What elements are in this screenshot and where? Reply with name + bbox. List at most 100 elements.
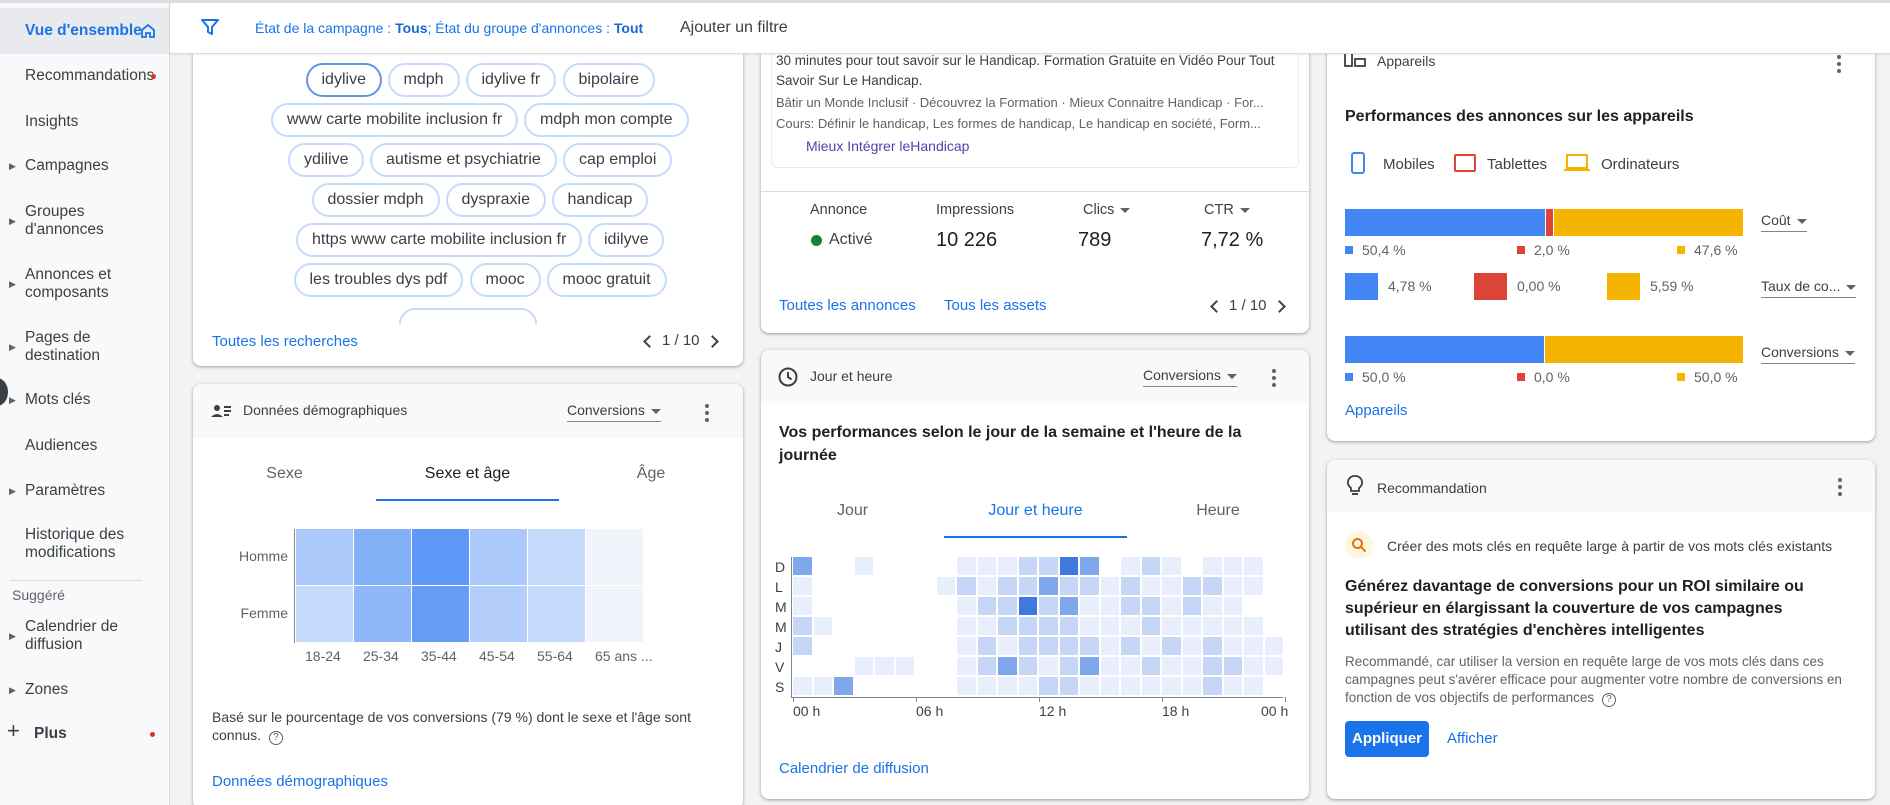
search-term-chip[interactable]: les troubles dys pdf <box>293 263 464 297</box>
heatmap-cell[interactable] <box>1244 557 1263 575</box>
heatmap-cell[interactable] <box>977 617 996 635</box>
heatmap-cell[interactable] <box>1223 677 1242 695</box>
heatmap-cell[interactable] <box>1059 557 1078 575</box>
heatmap-cell[interactable] <box>793 557 812 575</box>
search-term-chip[interactable]: idylive <box>305 63 382 97</box>
heatmap-cell[interactable] <box>1100 677 1119 695</box>
heatmap-cell[interactable] <box>1223 637 1242 655</box>
heatmap-cell[interactable] <box>1080 677 1099 695</box>
rate-bar[interactable] <box>1607 273 1640 300</box>
heatmap-cell[interactable] <box>813 677 832 695</box>
heatmap-cell[interactable] <box>1141 577 1160 595</box>
heatmap-cell[interactable] <box>936 577 955 595</box>
add-filter-button[interactable]: Ajouter un filtre <box>680 19 788 36</box>
sidebar-item-schedule[interactable]: ▶ Calendrier de diffusion <box>0 615 169 657</box>
heatmap-cell[interactable] <box>977 637 996 655</box>
heatmap-cell[interactable] <box>412 586 469 642</box>
sidebar-item-zones[interactable]: ▶ Zones <box>0 672 169 708</box>
heatmap-cell[interactable] <box>895 657 914 675</box>
more-options-icon[interactable] <box>1837 55 1841 76</box>
search-term-chip[interactable]: autisme et psychiatrie <box>370 143 557 177</box>
col-header-clicks[interactable]: Clics <box>1083 201 1131 219</box>
heatmap-cell[interactable] <box>998 677 1017 695</box>
sidebar-item-recommendations[interactable]: Recommandations <box>0 58 169 94</box>
heatmap-cell[interactable] <box>1018 637 1037 655</box>
heatmap-cell[interactable] <box>412 529 469 585</box>
heatmap-cell[interactable] <box>1039 577 1058 595</box>
bar-segment[interactable] <box>1345 336 1545 363</box>
demographics-link[interactable]: Données démographiques <box>212 773 388 790</box>
search-term-chip[interactable]: bipolaire <box>562 63 655 97</box>
search-term-chip[interactable]: ydilive <box>288 143 365 177</box>
heatmap-cell[interactable] <box>957 597 976 615</box>
heatmap-cell[interactable] <box>1121 597 1140 615</box>
heatmap-cell[interactable] <box>977 577 996 595</box>
rate-metric-dropdown[interactable]: Taux de co... <box>1761 278 1857 298</box>
heatmap-cell[interactable] <box>296 529 353 585</box>
heatmap-cell[interactable] <box>1141 597 1160 615</box>
heatmap-cell[interactable] <box>957 637 976 655</box>
heatmap-cell[interactable] <box>1244 637 1263 655</box>
tab-hour[interactable]: Heure <box>1196 502 1240 519</box>
sidebar-item-overview[interactable]: Vue d'ensemble <box>0 8 169 54</box>
heatmap-cell[interactable] <box>1080 617 1099 635</box>
heatmap-cell[interactable] <box>1162 577 1181 595</box>
prev-page-icon[interactable] <box>1210 299 1223 313</box>
heatmap-cell[interactable] <box>793 677 812 695</box>
side-handle[interactable] <box>0 378 8 406</box>
heatmap-cell[interactable] <box>1018 677 1037 695</box>
heatmap-cell[interactable] <box>1182 617 1201 635</box>
heatmap-cell[interactable] <box>854 557 873 575</box>
search-term-chip[interactable]: mdph mon compte <box>524 103 689 137</box>
heatmap-cell[interactable] <box>793 617 812 635</box>
sidebar-item-ads-assets[interactable]: ▶ Annonces et composants <box>0 263 169 305</box>
sidebar-item-insights[interactable]: Insights <box>0 104 169 140</box>
active-filters[interactable]: État de la campagne : Tous; État du grou… <box>255 20 643 36</box>
heatmap-cell[interactable] <box>1018 657 1037 675</box>
help-icon[interactable]: ? <box>268 731 283 745</box>
heatmap-cell[interactable] <box>957 557 976 575</box>
prev-page-icon[interactable] <box>643 334 656 348</box>
devices-link[interactable]: Appareils <box>1345 402 1408 419</box>
search-term-chip[interactable]: handicap <box>551 183 649 217</box>
heatmap-cell[interactable] <box>528 529 585 585</box>
search-term-chip[interactable]: idilyve <box>588 223 665 257</box>
more-options-icon[interactable] <box>1838 478 1842 499</box>
sidebar-item-campaigns[interactable]: ▶ Campagnes <box>0 148 169 184</box>
all-searches-link[interactable]: Toutes les recherches <box>212 333 358 350</box>
heatmap-cell[interactable] <box>1223 617 1242 635</box>
heatmap-cell[interactable] <box>998 577 1017 595</box>
heatmap-cell[interactable] <box>1203 577 1222 595</box>
heatmap-cell[interactable] <box>1080 577 1099 595</box>
tab-age[interactable]: Âge <box>636 465 666 482</box>
heatmap-cell[interactable] <box>1121 577 1140 595</box>
heatmap-cell[interactable] <box>1059 657 1078 675</box>
heatmap-cell[interactable] <box>1244 617 1263 635</box>
heatmap-cell[interactable] <box>1018 557 1037 575</box>
heatmap-cell[interactable] <box>1141 677 1160 695</box>
heatmap-cell[interactable] <box>1182 677 1201 695</box>
heatmap-cell[interactable] <box>1264 637 1283 655</box>
heatmap-cell[interactable] <box>1244 657 1263 675</box>
heatmap-cell[interactable] <box>1121 677 1140 695</box>
heatmap-cell[interactable] <box>1203 657 1222 675</box>
heatmap-cell[interactable] <box>1121 637 1140 655</box>
heatmap-cell[interactable] <box>1080 637 1099 655</box>
heatmap-cell[interactable] <box>998 597 1017 615</box>
heatmap-cell[interactable] <box>1100 657 1119 675</box>
col-header-ctr[interactable]: CTR <box>1204 201 1250 219</box>
rate-bar[interactable] <box>1345 273 1378 300</box>
heatmap-cell[interactable] <box>1182 657 1201 675</box>
heatmap-cell[interactable] <box>1059 617 1078 635</box>
next-page-icon[interactable] <box>1272 299 1286 313</box>
rate-bar[interactable] <box>1474 273 1507 300</box>
heatmap-cell[interactable] <box>793 577 812 595</box>
heatmap-cell[interactable] <box>1039 637 1058 655</box>
heatmap-cell[interactable] <box>1162 677 1181 695</box>
heatmap-cell[interactable] <box>1100 597 1119 615</box>
sidebar-item-landing-pages[interactable]: ▶ Pages de destination <box>0 326 169 368</box>
heatmap-cell[interactable] <box>1018 617 1037 635</box>
heatmap-cell[interactable] <box>998 617 1017 635</box>
heatmap-cell[interactable] <box>1264 657 1283 675</box>
heatmap-cell[interactable] <box>813 617 832 635</box>
